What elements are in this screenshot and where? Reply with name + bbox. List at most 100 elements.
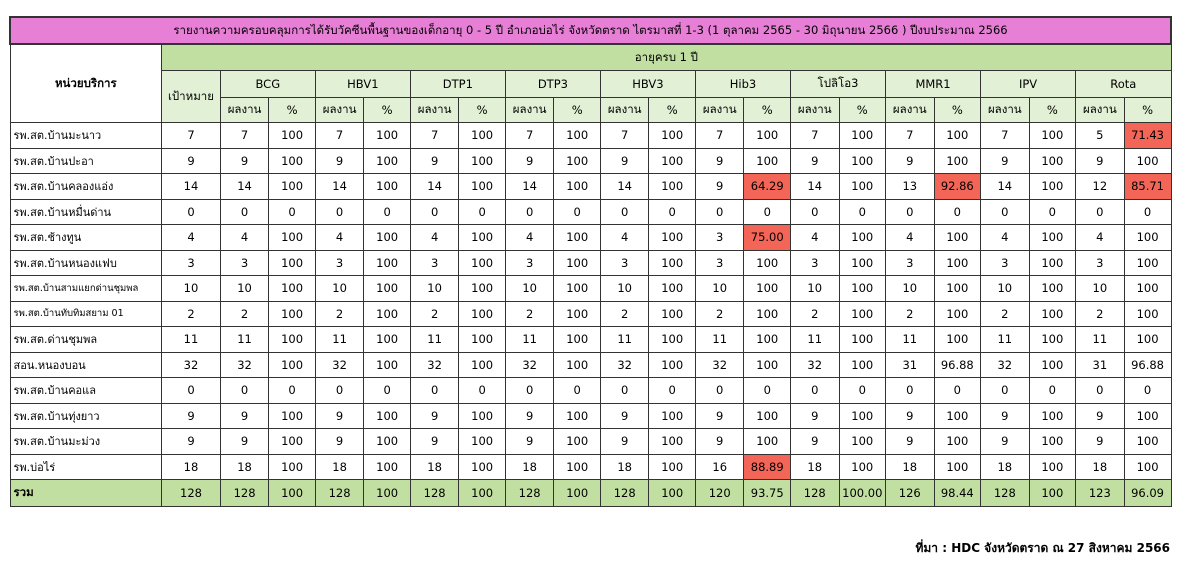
result-value: 11 [980,326,1030,353]
percent-value: 100 [268,300,316,327]
result-value: 32 [789,351,840,378]
percent-value: 100 [268,351,316,378]
percent-value: 96.88 [1123,351,1172,378]
percent-value: 100 [363,249,411,276]
table-row: รพ.สต.บ้านทับทิมสยาม 01 2 2 100 2 100 2 100 2 100… [9,300,1172,327]
percent-value: 100 [1028,428,1077,455]
table-row: รพ.สต.บ้านหมื่นด่าน 0 0 0 0 0 0 0 0 0 0 0 0 0 0 0 0 0 0 0 0 0 [9,198,1172,225]
percent-value: 100 [363,479,411,507]
percent-value: 100.00 [838,479,887,507]
percent-value: 100 [648,275,696,302]
source-note: ที่มา : HDC จังหวัดตราด ณ 27 สิงหาคม 256… [915,541,1170,555]
subheader-row: ผลงาน% ผลงาน% ผลงาน% ผลงาน% ผลงาน% ผลงาน% ผลงา… [10,97,1172,123]
percent-value: 100 [838,402,887,429]
result-value: 2 [504,300,555,327]
result-value: 18 [599,453,650,480]
vaccine-header: DTP3 [504,70,601,98]
result-value: 3 [409,249,460,276]
result-value: 32 [409,351,460,378]
result-value: 32 [504,351,555,378]
percent-value: 98.44 [933,479,982,507]
table-row: รพ.สต.บ้านมะนาว 7 7 100 7 100 7 100 7 100 7 100 7 100… [9,122,1172,149]
result-value: 7 [885,122,935,149]
result-value: 3 [694,224,745,251]
percent-value: 100 [648,300,696,327]
result-value: 7 [599,122,650,149]
result-value: 9 [789,147,840,174]
result-value: 2 [885,300,935,327]
percent-value: 0 [933,198,982,225]
result-value: 128 [219,479,270,507]
result-value: 9 [504,402,555,429]
result-value: 10 [219,275,270,302]
result-value: 10 [885,275,935,302]
result-value: 11 [219,326,270,353]
result-value: 3 [694,249,745,276]
result-value: 32 [314,351,365,378]
result-value: 0 [885,198,935,225]
percent-value: 100 [458,453,506,480]
result-value: 12 [1075,173,1125,200]
percent-value: 100 [458,326,506,353]
percent-value: 0 [838,198,887,225]
age-header-row: หน่วยบริการ อายุครบ 1 ปี [9,43,1172,123]
table-row: รพ.สต.บ้านคอแล 0 0 0 0 0 0 0 0 0 0 0 0 0 0 0 0 0 0 0 0 0 [9,377,1172,404]
percent-value: 100 [933,249,982,276]
percent-value: 100 [458,300,506,327]
percent-value: 100 [363,326,411,353]
table-row: รพ.บ่อไร่ 18 18 100 18 100 18 100 18 100 18 100 16 88… [9,453,1172,480]
result-value: 9 [409,147,460,174]
result-value: 14 [980,173,1030,200]
result-value: 4 [885,224,935,251]
vaccine-header: MMR1 [885,70,982,98]
result-value: 14 [789,173,840,200]
vaccine-header: Hib3 [694,70,791,98]
percent-value: 0 [1028,377,1077,404]
target-value: 128 [161,479,221,507]
result-value: 0 [219,377,270,404]
percent-value: 0 [648,377,696,404]
percent-value: 0 [743,198,791,225]
total-row: รวม 128 128 100 128 100 128 100 128 100 128 100 120 9… [9,479,1172,507]
percent-value: 100 [458,147,506,174]
percent-value: 100 [743,249,791,276]
result-value: 10 [314,275,365,302]
percent-subheader: % [743,97,791,123]
unit-name: รพ.สต.บ้านมะนาว [9,122,163,149]
result-value: 0 [1075,198,1125,225]
percent-value: 100 [458,173,506,200]
result-value: 128 [314,479,365,507]
result-value: 128 [504,479,555,507]
unit-name: รพ.สต.บ้านหนองแฟบ [9,249,163,276]
percent-value: 100 [1123,428,1172,455]
result-value: 9 [599,147,650,174]
percent-value: 100 [363,224,411,251]
result-value: 0 [599,377,650,404]
percent-value: 100 [1028,402,1077,429]
percent-value: 100 [553,300,601,327]
result-value: 9 [599,402,650,429]
result-value: 10 [504,275,555,302]
result-value: 32 [980,351,1030,378]
percent-subheader: % [363,97,411,123]
percent-value: 100 [553,147,601,174]
percent-value: 100 [363,351,411,378]
result-subheader: ผลงาน [504,97,555,123]
result-subheader: ผลงาน [409,97,460,123]
result-value: 9 [694,402,745,429]
unit-name: รพ.สต.ด่านชุมพล [9,326,163,353]
result-value: 0 [789,198,840,225]
percent-value: 0 [1123,377,1172,404]
percent-value: 100 [838,224,887,251]
result-value: 31 [1075,351,1125,378]
result-value: 9 [980,147,1030,174]
vaccine-header: HBV3 [599,70,696,98]
percent-value: 0 [553,377,601,404]
target-value: 3 [161,249,221,276]
target-value: 7 [161,122,221,149]
percent-value: 100 [1028,453,1077,480]
result-value: 4 [980,224,1030,251]
percent-value: 0 [458,377,506,404]
result-value: 18 [504,453,555,480]
percent-value: 100 [1028,300,1077,327]
